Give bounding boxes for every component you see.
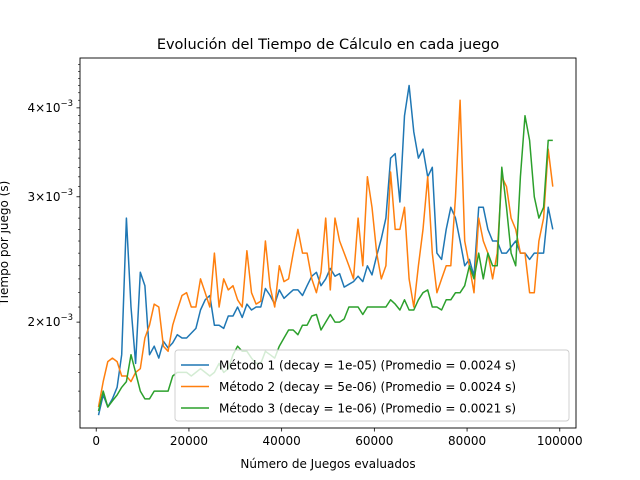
x-tick-label-2: 40000 — [263, 434, 301, 448]
legend-box — [174, 349, 570, 422]
y-tick-label-2: 4×10−3 — [28, 99, 74, 115]
legend: Método 1 (decay = 1e-05) (Promedio = 0.0… — [174, 349, 570, 422]
legend-label-3: Método 3 (decay = 1e-06) (Promedio = 0.0… — [219, 402, 516, 416]
legend-label-1: Método 1 (decay = 1e-05) (Promedio = 0.0… — [219, 359, 516, 373]
chart-title: Evolución del Tiempo de Cálculo en cada … — [157, 37, 500, 53]
x-tick-label-1: 20000 — [170, 434, 208, 448]
x-axis-label: Número de Juegos evaluados — [240, 457, 415, 471]
y-axis: 2×10−3 3×10−3 4×10−3 — [28, 64, 80, 412]
plot-area-frame — [79, 57, 577, 429]
series-line-2 — [97, 99, 554, 408]
legend-label-2: Método 2 (decay = 5e-06) (Promedio = 0.0… — [219, 380, 516, 394]
series-layer — [97, 84, 554, 416]
x-axis: 0 20000 40000 60000 80000 100000 — [92, 428, 583, 448]
x-tick-label-4: 80000 — [448, 434, 486, 448]
series-line-3 — [97, 114, 553, 412]
y-tick-label-0: 2×10−3 — [28, 313, 74, 329]
x-tick-label-3: 60000 — [355, 434, 393, 448]
y-tick-label-1: 3×10−3 — [28, 188, 74, 204]
x-tick-label-5: 100000 — [537, 434, 583, 448]
x-tick-label-0: 0 — [92, 434, 100, 448]
y-axis-label: Tiempo por juego (s) — [0, 181, 11, 307]
series-line-1 — [97, 84, 554, 416]
